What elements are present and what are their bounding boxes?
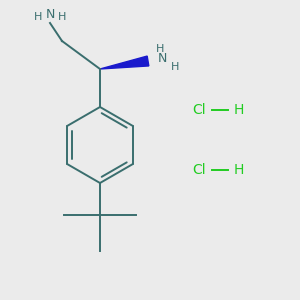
Text: H: H (34, 12, 42, 22)
Text: H: H (171, 62, 179, 72)
Text: Cl: Cl (192, 103, 206, 117)
Polygon shape (100, 56, 149, 69)
Text: H: H (234, 163, 244, 177)
Text: H: H (234, 103, 244, 117)
Text: Cl: Cl (192, 163, 206, 177)
Text: H: H (156, 44, 164, 54)
Text: N: N (45, 8, 55, 22)
Text: H: H (58, 12, 66, 22)
Text: N: N (157, 52, 167, 65)
